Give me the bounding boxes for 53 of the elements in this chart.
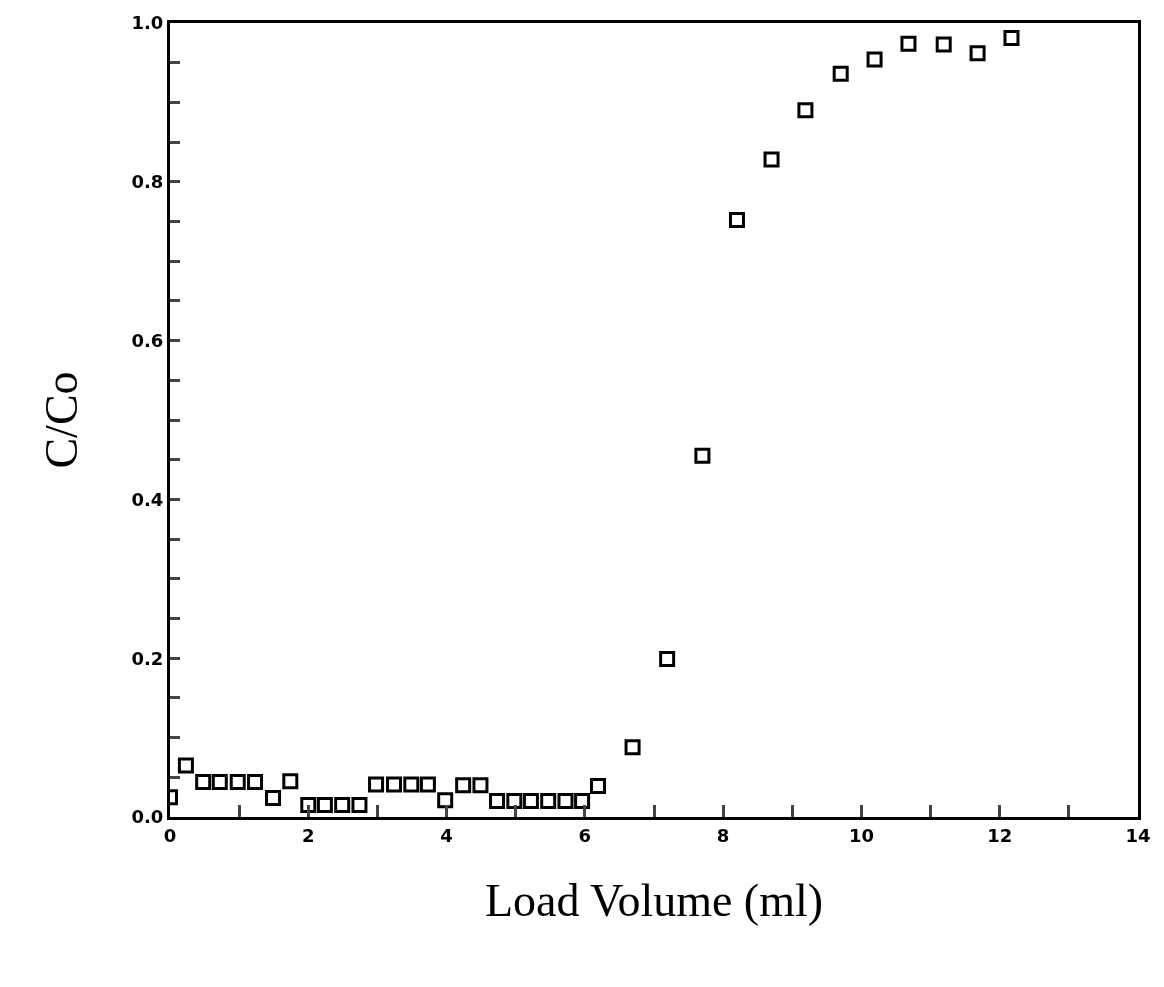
x-tick-label: 14 <box>1125 824 1151 846</box>
point <box>247 774 264 791</box>
x-tick-label: 6 <box>578 824 592 846</box>
x-tick-label: 12 <box>987 824 1013 846</box>
y-tick-label: 0.8 <box>131 171 164 193</box>
point <box>866 51 883 68</box>
point <box>935 36 952 53</box>
point <box>282 773 299 790</box>
point <box>334 797 351 814</box>
point <box>177 757 194 774</box>
y-tick-label: 0.6 <box>131 329 164 351</box>
point <box>419 776 436 793</box>
point <box>506 793 523 810</box>
point <box>351 797 368 814</box>
point <box>403 776 420 793</box>
point <box>969 45 986 62</box>
point <box>900 35 917 52</box>
point <box>195 774 212 791</box>
point <box>797 102 814 119</box>
x-tick-label: 0 <box>163 824 177 846</box>
x-tick-label: 10 <box>848 824 874 846</box>
x-axis-title: Load Volume (ml) <box>484 875 824 927</box>
point <box>540 793 557 810</box>
y-tick-label: 0.4 <box>131 488 164 510</box>
point <box>472 777 489 794</box>
point <box>368 776 385 793</box>
point <box>574 793 591 810</box>
point <box>265 789 282 806</box>
point <box>522 793 539 810</box>
point <box>659 650 676 667</box>
point <box>832 65 849 82</box>
point <box>386 776 403 793</box>
point <box>728 211 745 228</box>
point <box>557 793 574 810</box>
point <box>763 151 780 168</box>
x-tick-label: 8 <box>716 824 730 846</box>
point <box>455 777 472 794</box>
point <box>300 797 317 814</box>
point <box>211 774 228 791</box>
y-tick-label: 0.0 <box>131 806 164 828</box>
y-axis-title: C/Co <box>35 371 87 469</box>
point <box>437 792 454 809</box>
y-tick-label: 1.0 <box>131 12 164 34</box>
point <box>589 778 606 795</box>
point <box>316 797 333 814</box>
x-tick-label: 4 <box>440 824 453 846</box>
point <box>489 793 506 810</box>
y-tick-label: 0.2 <box>131 647 164 669</box>
point <box>1003 30 1020 47</box>
point <box>624 739 641 756</box>
point <box>229 774 246 791</box>
point <box>694 447 711 464</box>
x-tick-label: 2 <box>302 824 315 846</box>
